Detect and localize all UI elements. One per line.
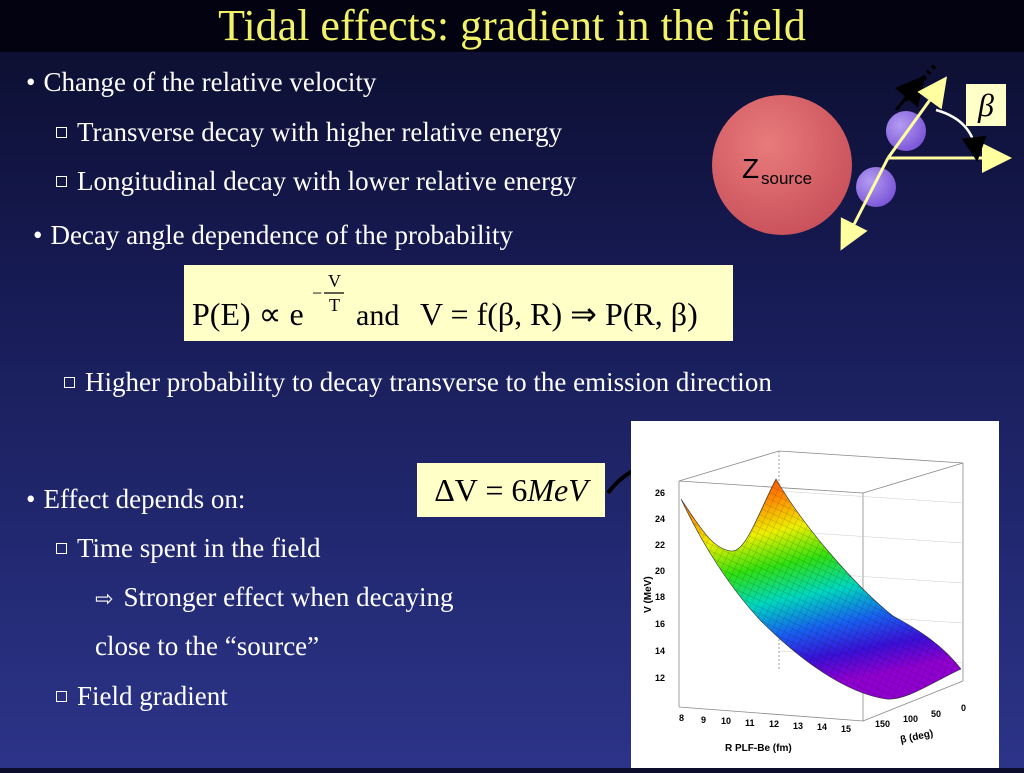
- source-nucleus: [712, 95, 852, 235]
- x-tick: 11: [745, 718, 755, 728]
- source-label: Z: [742, 153, 759, 184]
- beta-label-box: β: [966, 84, 1006, 126]
- x-tick: 15: [841, 724, 851, 734]
- bullet-decay-angle: • Decay angle dependence of the probabili…: [33, 220, 513, 250]
- delta-v-box: ΔV = 6MeV: [417, 463, 605, 517]
- outline-arrow-icon: ⇨: [95, 587, 114, 612]
- square-bullet-icon: [56, 691, 67, 702]
- y-tick: 20: [655, 566, 665, 576]
- x-axis-title: R PLF-Be (fm): [725, 743, 792, 754]
- y-tick: 22: [655, 540, 665, 550]
- x-tick: 9: [701, 715, 706, 725]
- z-tick: 50: [931, 709, 941, 719]
- formula-lhs: P(E) ∝ e: [192, 296, 304, 332]
- bullet-effect-depends: • Effect depends on:: [26, 484, 246, 514]
- breakup-axis-down: [840, 157, 890, 251]
- bullet-relative-velocity: • Change of the relative velocity: [26, 67, 377, 97]
- y-tick: 14: [655, 646, 665, 656]
- x-tick: 12: [769, 719, 779, 729]
- sub-bullet-higher-probability: Higher probability to decay transverse t…: [64, 366, 772, 398]
- y-tick: 12: [655, 673, 665, 683]
- x-tick: 14: [817, 722, 827, 732]
- probability-formula: P(E) ∝ e − V T and V = f(β, R) ⇒ P(R, β): [184, 265, 733, 341]
- delta-v-unit: MeV: [527, 472, 588, 508]
- formula-exp-den: T: [329, 295, 340, 315]
- delta-v-value: ΔV = 6: [434, 472, 528, 508]
- z-tick: 100: [903, 714, 918, 724]
- y-tick: 18: [655, 592, 665, 602]
- x-tick: 10: [721, 716, 731, 726]
- z-tick: 150: [875, 719, 890, 729]
- surface-plot: 26 24 22 20 18 16 14 12 8 9 10 11 12 13 …: [631, 421, 999, 768]
- square-bullet-icon: [64, 377, 75, 388]
- formula-exp-sign: −: [312, 283, 322, 303]
- z-axis-title: β (deg): [899, 728, 934, 746]
- sub-bullet-field-gradient: Field gradient: [56, 680, 228, 712]
- formula-graphic: P(E) ∝ e − V T and V = f(β, R) ⇒ P(R, β): [192, 271, 698, 332]
- detail-stronger-effect: ⇨ Stronger effect when decaying: [95, 582, 454, 612]
- slide-title: Tidal effects: gradient in the field: [0, 0, 1024, 52]
- square-bullet-icon: [56, 127, 67, 138]
- sub-bullet-transverse: Transverse decay with higher relative en…: [56, 116, 562, 148]
- surface-plot-graphic: 26 24 22 20 18 16 14 12 8 9 10 11 12 13 …: [643, 450, 966, 754]
- z-tick: 0: [961, 703, 966, 713]
- fragment-lower: [856, 167, 896, 207]
- square-bullet-icon: [56, 543, 67, 554]
- y-axis-title: V (MeV): [643, 576, 654, 613]
- sub-bullet-longitudinal: Longitudinal decay with lower relative e…: [56, 165, 577, 197]
- direction-arrow: [894, 74, 926, 111]
- y-tick: 24: [655, 514, 665, 524]
- sub-bullet-time-in-field: Time spent in the field: [56, 532, 321, 564]
- square-bullet-icon: [56, 176, 67, 187]
- formula-rhs: V = f(β, R) ⇒ P(R, β): [420, 296, 698, 332]
- y-tick: 16: [655, 619, 665, 629]
- detail-close-to-source: close to the “source”: [95, 631, 320, 661]
- source-label-sub: source: [761, 169, 812, 188]
- y-tick: 26: [655, 488, 665, 498]
- formula-exp-num: V: [328, 271, 341, 291]
- x-tick: 13: [793, 721, 803, 731]
- breakup-axis-up: [886, 76, 948, 159]
- formula-and: and: [356, 299, 399, 332]
- fragment-upper: [886, 111, 926, 151]
- x-tick: 8: [679, 713, 684, 723]
- trajectory-trail: [903, 63, 937, 102]
